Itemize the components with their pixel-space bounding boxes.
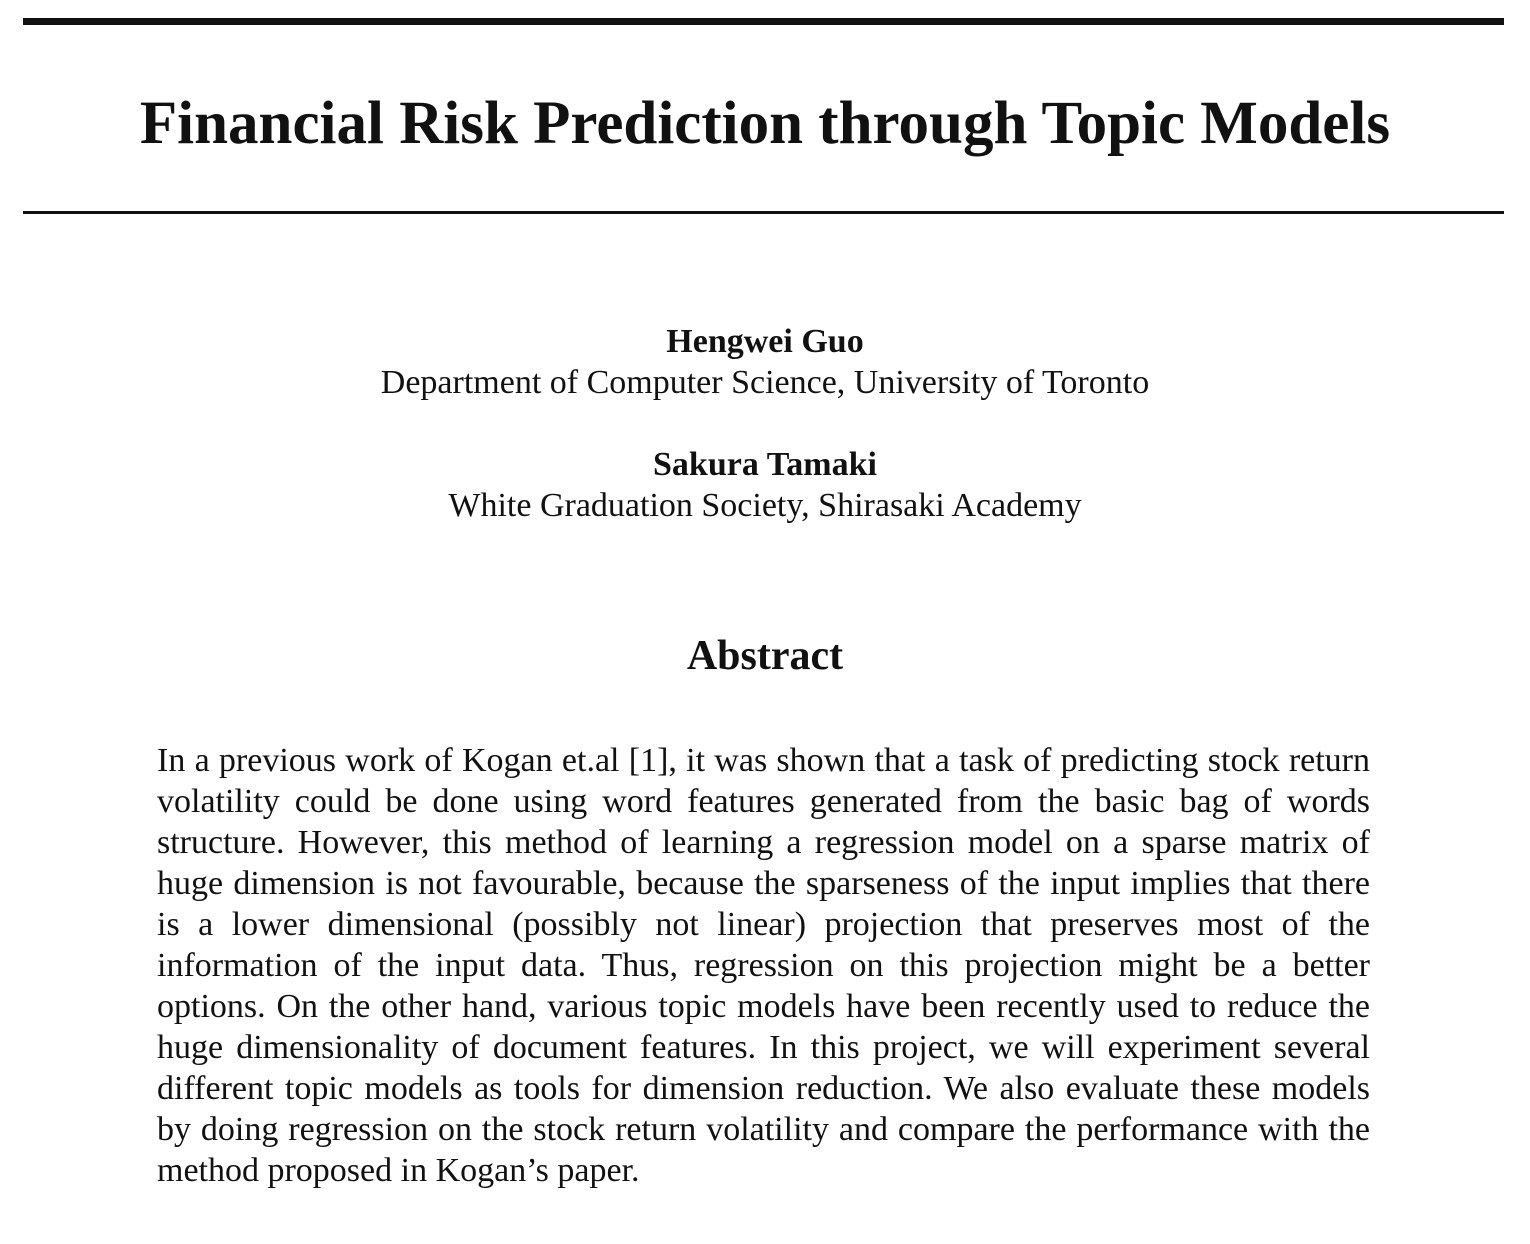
author-block: Hengwei Guo Department of Computer Scien…	[0, 321, 1530, 403]
title-bottom-rule	[23, 211, 1504, 214]
author-affiliation: White Graduation Society, Shirasaki Acad…	[448, 487, 1082, 524]
abstract-body: In a previous work of Kogan et.al [1], i…	[157, 742, 1370, 1189]
author-name: Sakura Tamaki	[653, 446, 877, 483]
author-name: Hengwei Guo	[666, 323, 864, 360]
author-affiliation: Department of Computer Science, Universi…	[380, 364, 1150, 401]
paper-title: Financial Risk Prediction through Topic …	[139, 90, 1391, 157]
title-top-rule	[23, 18, 1504, 25]
abstract-heading: Abstract	[686, 633, 844, 679]
author-block: Sakura Tamaki White Graduation Society, …	[0, 444, 1530, 526]
